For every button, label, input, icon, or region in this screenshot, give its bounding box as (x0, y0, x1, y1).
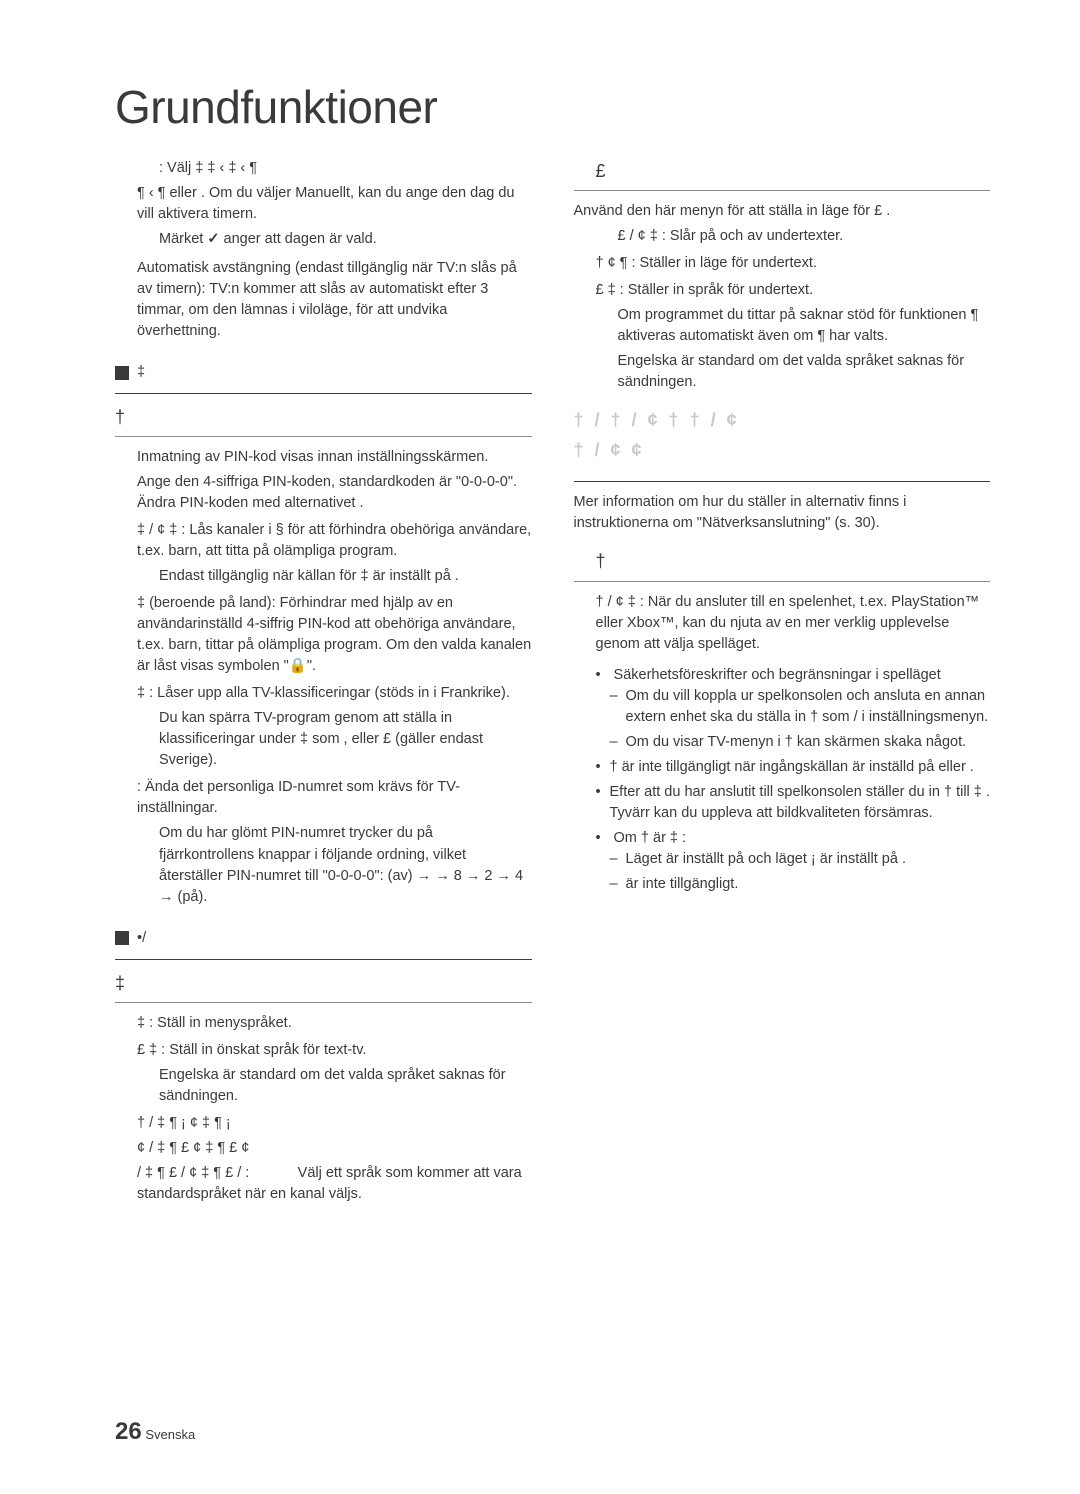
page-title: Grundfunktioner (115, 80, 990, 134)
text-line: £ ‡ : Ställer in språk för undertext. (574, 280, 991, 301)
page-language: Svenska (145, 1427, 195, 1442)
section-glyph: ‡ (137, 362, 145, 383)
text-line: : Välj ‡ ‡ ‹ ‡ ‹ ¶ (115, 158, 532, 179)
ghost-glyph-row: † / † / ¢ † † / ¢ (574, 407, 991, 433)
text-block: Endast tillgänglig när källan för ‡ är i… (115, 566, 532, 587)
text-line: Märket ✓ anger att dagen är vald. (115, 229, 532, 250)
page-footer: 26 Svenska (115, 1418, 195, 1446)
subsection-glyph: † (115, 404, 532, 430)
text-line: / ‡ ¶ £ / ¢ ‡ ¶ £ / : Välj ett språk som… (137, 1163, 532, 1205)
divider (115, 393, 532, 394)
list-item: Läget är inställt på och läget ¡ är inst… (610, 849, 991, 870)
right-column: £ Använd den här menyn för att ställa in… (574, 158, 991, 1209)
text-block: ‡ : Låser upp alla TV-klassificeringar (… (115, 683, 532, 704)
dash-list: Läget är inställt på och läget ¡ är inst… (610, 849, 991, 895)
list-item: Om du visar TV-menyn i † kan skärmen ska… (610, 732, 991, 753)
divider-light (115, 436, 532, 437)
divider-light (574, 190, 991, 191)
text-line: Inmatning av PIN-kod visas innan inställ… (115, 447, 532, 468)
list-item: Efter att du har anslutit till spelkonso… (596, 782, 991, 824)
left-column: : Välj ‡ ‡ ‹ ‡ ‹ ¶ ¶ ‹ ¶ eller . Om du v… (115, 158, 532, 1209)
text-line: £ ‡ : Ställ in önskat språk för text-tv. (115, 1040, 532, 1061)
check-icon: ✓ (207, 231, 219, 247)
subsection-glyph: † (574, 548, 991, 574)
text-line: £ / ¢ ‡ : Slår på och av undertexter. (574, 226, 991, 247)
square-icon (115, 366, 129, 380)
ghost-glyph-row: † / ¢ ¢ (574, 437, 991, 463)
text-block: Engelska är standard om det valda språke… (115, 1065, 532, 1107)
content-columns: : Välj ‡ ‡ ‹ ‡ ‹ ¶ ¶ ‹ ¶ eller . Om du v… (115, 158, 990, 1209)
text-block: Automatisk avstängning (endast tillgängl… (115, 258, 532, 342)
text-block: Om programmet du tittar på saknar stöd f… (574, 305, 991, 347)
text-block: ‡ / ¢ ‡ : Lås kanaler i § för att förhin… (115, 520, 532, 562)
list-item: är inte tillgängligt. (610, 874, 991, 895)
divider-light (574, 581, 991, 582)
text-block: ‡ (beroende på land): Förhindrar med hjä… (115, 593, 532, 677)
list-item: Om † är ‡ : Läget är inställt på och läg… (596, 828, 991, 895)
text-block: : Ända det personliga ID-numret som kräv… (115, 777, 532, 819)
subsection-glyph: £ (574, 158, 991, 184)
page-number: 26 (115, 1418, 142, 1445)
text-line: Använd den här menyn för att ställa in l… (574, 201, 991, 222)
bullet-list: Säkerhetsföreskrifter och begränsningar … (574, 665, 991, 895)
section-header: ‡ (115, 362, 532, 383)
text-block: Du kan spärra TV-program genom att ställ… (115, 708, 532, 771)
text-block: Engelska är standard om det valda språke… (574, 351, 991, 393)
text-block: † / ¢ ‡ : När du ansluter till en spelen… (574, 592, 991, 655)
list-item: Säkerhetsföreskrifter och begränsningar … (596, 665, 991, 753)
text-block: Ange den 4-siffriga PIN-koden, standardk… (115, 472, 532, 514)
text-block: Mer information om hur du ställer in alt… (574, 492, 991, 534)
square-icon (115, 931, 129, 945)
text-line: ‡ : Ställ in menyspråket. (115, 1013, 532, 1034)
glyph-row: ¢ / ‡ ¶ £ ¢ ‡ ¶ £ ¢ (137, 1138, 532, 1159)
divider (574, 481, 991, 482)
section-glyph: •/ (137, 928, 146, 949)
section-header: •/ (115, 928, 532, 949)
text-block: Om du har glömt PIN-numret trycker du på… (115, 823, 532, 907)
subsection-glyph: ‡ (115, 970, 532, 996)
divider (115, 959, 532, 960)
text-line: † ¢ ¶ : Ställer in läge för undertext. (574, 253, 991, 274)
list-item: † är inte tillgängligt när ingångskällan… (596, 757, 991, 778)
dash-list: Om du vill koppla ur spelkonsolen och an… (610, 686, 991, 753)
list-item: Om du vill koppla ur spelkonsolen och an… (610, 686, 991, 728)
divider-light (115, 1002, 532, 1003)
text-line: ¶ ‹ ¶ eller . Om du väljer Manuellt, kan… (115, 183, 532, 225)
glyph-row: † / ‡ ¶ ¡ ¢ ‡ ¶ ¡ (137, 1113, 532, 1134)
